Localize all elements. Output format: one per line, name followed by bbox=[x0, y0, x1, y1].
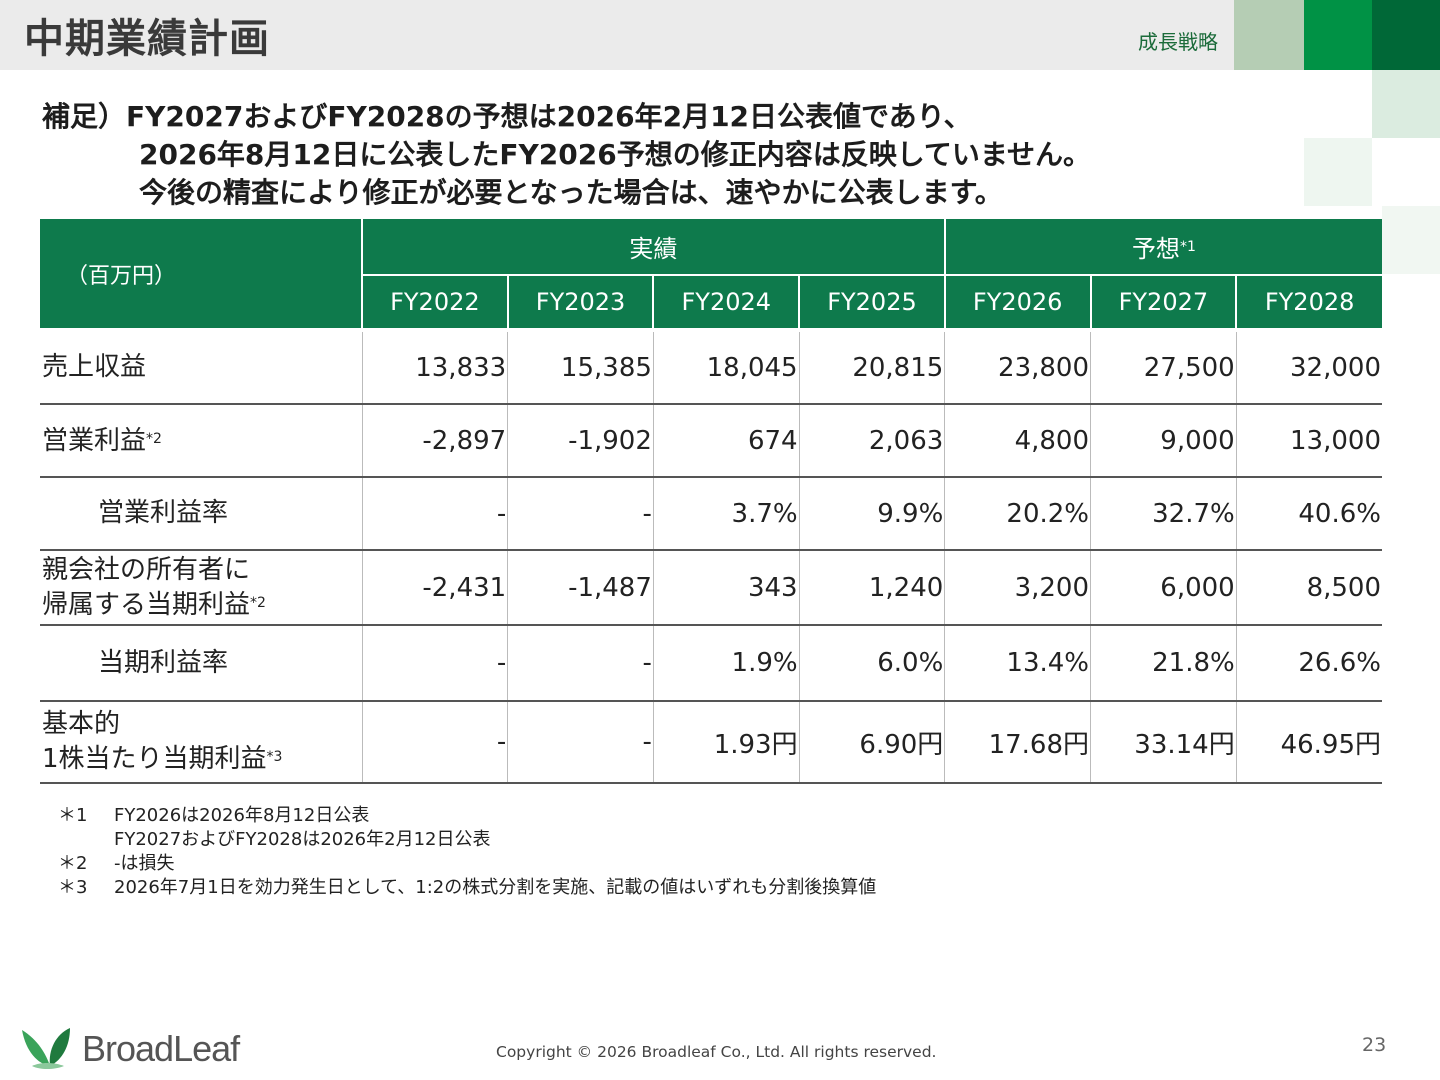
year-header: FY2025 bbox=[798, 275, 945, 328]
table-cell: - bbox=[361, 477, 508, 551]
page-title: 中期業績計画 bbox=[24, 16, 270, 62]
footnote-mark: ＊3 bbox=[58, 877, 88, 898]
table-cell: 2,063 bbox=[798, 404, 945, 478]
row-label: 営業利益率 bbox=[40, 477, 362, 551]
table-cell: - bbox=[507, 701, 654, 784]
table-row: 基本的 1株当たり当期利益*3 - - 1.93円 6.90円 17.68円 33… bbox=[40, 701, 1382, 784]
financial-plan-table: （百万円） 実績 予想*1 FY2022 FY2023 FY2024 FY202… bbox=[40, 219, 1382, 784]
decor-square bbox=[1304, 138, 1372, 206]
table-cell: 8,500 bbox=[1235, 550, 1382, 626]
unit-label: （百万円） bbox=[40, 219, 362, 328]
page-number: 23 bbox=[1362, 1034, 1387, 1056]
table-cell: 674 bbox=[652, 404, 800, 478]
table-cell: 27,500 bbox=[1090, 332, 1237, 405]
leaf-icon bbox=[22, 1028, 70, 1069]
group-header-forecast: 予想*1 bbox=[943, 219, 1382, 276]
row-label: 親会社の所有者に 帰属する当期利益*2 bbox=[40, 550, 362, 626]
year-header: FY2028 bbox=[1235, 275, 1382, 328]
row-label: 営業利益*2 bbox=[40, 404, 362, 478]
table-cell: - bbox=[361, 701, 508, 784]
section-label: 成長戦略 bbox=[1138, 30, 1218, 54]
decor-square bbox=[1382, 206, 1440, 274]
table-cell: 20.2% bbox=[944, 477, 1091, 551]
table-cell: 20,815 bbox=[798, 332, 945, 405]
table-cell: 9,000 bbox=[1090, 404, 1237, 478]
table-row: 営業利益*2 -2,897 -1,902 674 2,063 4,800 9,0… bbox=[40, 404, 1382, 478]
note-line: 2026年8月12日に公表したFY2026予想の修正内容は反映していません。 bbox=[139, 138, 1092, 171]
table-cell: 21.8% bbox=[1090, 625, 1237, 702]
table-cell: 1.9% bbox=[652, 625, 800, 702]
table-cell: 32.7% bbox=[1090, 477, 1237, 551]
table-cell: 6.90円 bbox=[798, 701, 945, 784]
table-cell: -1,487 bbox=[507, 550, 654, 626]
table-cell: - bbox=[507, 477, 654, 551]
footnote-mark: *1 bbox=[1179, 239, 1196, 255]
footnotes: ＊1 FY2026は2026年8月12日公表 FY2027およびFY2028は20… bbox=[58, 804, 876, 900]
table-cell: 1.93円 bbox=[652, 701, 800, 784]
svg-text:BroadLeaf: BroadLeaf bbox=[82, 1028, 241, 1069]
table-cell: - bbox=[507, 625, 654, 702]
footnote-mark: *2 bbox=[250, 594, 266, 611]
table-cell: 18,045 bbox=[652, 332, 800, 405]
table-cell: -2,897 bbox=[361, 404, 508, 478]
footnote-item: ＊3 2026年7月1日を効力発生日として、1:2の株式分割を実施、記載の値はいず… bbox=[58, 877, 877, 898]
table-row: 営業利益率 - - 3.7% 9.9% 20.2% 32.7% 40.6% bbox=[40, 477, 1382, 551]
table-cell: 33.14円 bbox=[1090, 701, 1237, 784]
broadleaf-logo: BroadLeaf bbox=[22, 1028, 242, 1069]
footnote-mark: *3 bbox=[266, 749, 283, 765]
footnote-item: ＊2 -は損失 bbox=[58, 853, 175, 874]
row-label: 基本的 1株当たり当期利益*3 bbox=[40, 701, 362, 784]
table-cell: 4,800 bbox=[944, 404, 1091, 478]
note-line: 補足）FY2027およびFY2028の予想は2026年2月12日公表値であり、 bbox=[42, 100, 972, 133]
table-row: 売上収益 13,833 15,385 18,045 20,815 23,800 … bbox=[40, 332, 1382, 405]
table-cell: 9.9% bbox=[798, 477, 945, 551]
table-cell: 23,800 bbox=[944, 332, 1091, 405]
group-header-actual: 実績 bbox=[361, 219, 945, 276]
table-cell: 343 bbox=[652, 550, 800, 626]
footnote-mark: *2 bbox=[146, 431, 162, 447]
table-cell: 17.68円 bbox=[944, 701, 1091, 784]
table-cell: -2,431 bbox=[361, 550, 508, 626]
decor-square bbox=[1372, 0, 1440, 70]
footnote-item: ＊1 FY2026は2026年8月12日公表 bbox=[58, 805, 370, 826]
table-cell: 26.6% bbox=[1235, 625, 1382, 702]
table-cell: 32,000 bbox=[1235, 332, 1382, 405]
table-cell: 3,200 bbox=[944, 550, 1091, 626]
note-line: 今後の精査により修正が必要となった場合は、速やかに公表します。 bbox=[139, 176, 1003, 209]
table-row: 当期利益率 - - 1.9% 6.0% 13.4% 21.8% 26.6% bbox=[40, 625, 1382, 702]
year-header: FY2024 bbox=[652, 275, 800, 328]
table-cell: -1,902 bbox=[507, 404, 654, 478]
decor-square bbox=[1372, 70, 1440, 138]
table-cell: 46.95円 bbox=[1235, 701, 1382, 784]
table-cell: 13.4% bbox=[944, 625, 1091, 702]
table-row: 親会社の所有者に 帰属する当期利益*2 -2,431 -1,487 343 1,2… bbox=[40, 550, 1382, 626]
decor-square bbox=[1304, 0, 1372, 70]
table-cell: 3.7% bbox=[652, 477, 800, 551]
supplement-note: 補足）FY2027およびFY2028の予想は2026年2月12日公表値であり、 … bbox=[42, 98, 1091, 212]
table-cell: 13,833 bbox=[361, 332, 508, 405]
year-header: FY2022 bbox=[361, 275, 508, 328]
year-header: FY2023 bbox=[506, 275, 654, 328]
decor-square bbox=[1234, 0, 1304, 70]
footnote-item: FY2027およびFY2028は2026年2月12日公表 bbox=[114, 829, 491, 850]
footnote-mark: ＊1 bbox=[58, 805, 88, 826]
year-header: FY2027 bbox=[1089, 275, 1237, 328]
row-label: 売上収益 bbox=[40, 332, 362, 405]
row-label: 当期利益率 bbox=[40, 625, 362, 702]
table-cell: 1,240 bbox=[798, 550, 945, 626]
year-header: FY2026 bbox=[943, 275, 1091, 328]
table-cell: 13,000 bbox=[1235, 404, 1382, 478]
footnote-mark: ＊2 bbox=[58, 853, 88, 874]
table-cell: 6.0% bbox=[798, 625, 945, 702]
table-cell: - bbox=[361, 625, 508, 702]
copyright-text: Copyright © 2026 Broadleaf Co., Ltd. All… bbox=[496, 1043, 937, 1061]
slide-header: 中期業績計画 成長戦略 bbox=[0, 0, 1440, 70]
table-cell: 40.6% bbox=[1235, 477, 1382, 551]
table-cell: 6,000 bbox=[1090, 550, 1237, 626]
table-cell: 15,385 bbox=[507, 332, 654, 405]
